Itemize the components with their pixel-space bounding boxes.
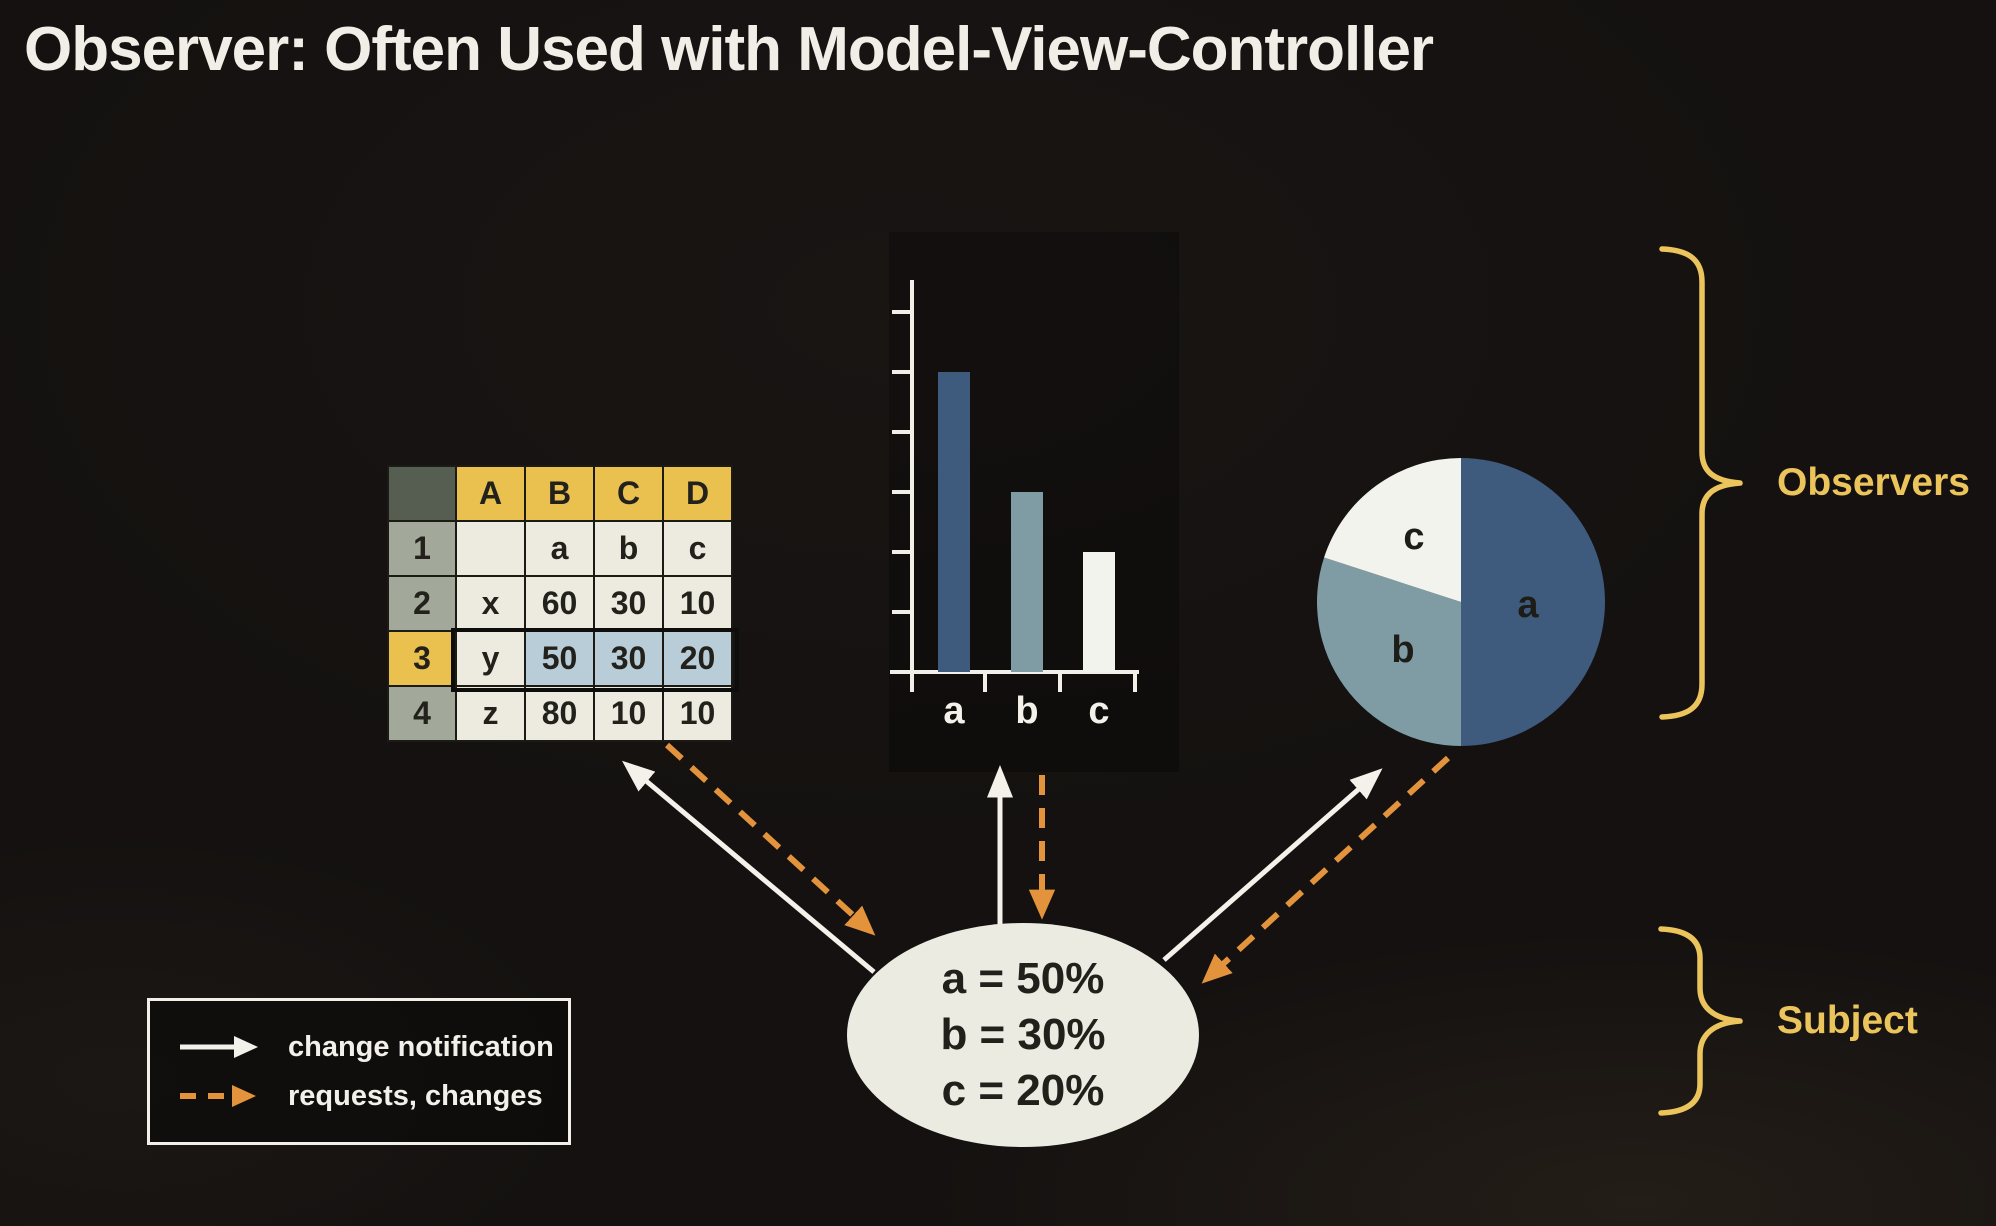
sheet-cell: 10 <box>593 685 664 742</box>
sheet-cell-highlighted: 30 <box>593 630 664 687</box>
legend-item: requests, changes <box>178 1080 568 1113</box>
pie-slice-c <box>1324 458 1461 602</box>
page-title: Observer: Often Used with Model-View-Con… <box>24 15 1434 84</box>
sheet-cell: b <box>593 520 664 577</box>
sheet-row: 2 x 60 30 10 <box>387 575 733 632</box>
sheet-cell-highlighted: 20 <box>662 630 733 687</box>
sheet-row: 4 z 80 10 10 <box>387 685 733 742</box>
bar-category-label: c <box>1088 690 1109 732</box>
request-change-arrows <box>664 742 1451 984</box>
dashed-arrow-icon <box>180 1085 256 1107</box>
subject-node: a = 50% b = 30% c = 20% <box>847 923 1199 1147</box>
sheet-cell <box>455 520 526 577</box>
arrow-subject-to-table <box>622 760 876 974</box>
sheet-cell: 60 <box>524 575 595 632</box>
subject-group-label: Subject <box>1777 999 1918 1042</box>
row-header-selected: 3 <box>387 630 457 687</box>
bar-category-label: a <box>943 690 965 732</box>
pie-slice-a <box>1461 458 1605 746</box>
row-header: 2 <box>387 575 457 632</box>
column-header-a: A <box>455 465 526 522</box>
row-header: 1 <box>387 520 457 577</box>
arrow-pie-to-subject <box>1201 755 1451 984</box>
sheet-cell: 80 <box>524 685 595 742</box>
legend-item: change notification <box>178 1031 568 1064</box>
arrow-subject-to-pie <box>1162 768 1383 962</box>
pie-chart: a b c <box>1316 458 1605 746</box>
sheet-cell: y <box>455 630 526 687</box>
sheet-cell: 30 <box>593 575 664 632</box>
legend-label: requests, changes <box>288 1079 543 1112</box>
bar-b <box>1011 492 1043 672</box>
observers-brace <box>1659 246 1743 720</box>
sheet-corner-cell <box>387 465 457 522</box>
sheet-cell: 10 <box>662 685 733 742</box>
pie-label-a: a <box>1517 584 1539 626</box>
bar-a <box>938 372 970 672</box>
sheet-cell-highlighted: 50 <box>524 630 595 687</box>
sheet-cell: z <box>455 685 526 742</box>
sheet-cell: a <box>524 520 595 577</box>
column-header-c: C <box>593 465 664 522</box>
subject-value: b = 30% <box>940 1009 1106 1059</box>
subject-brace <box>1658 926 1743 1116</box>
subject-value: a = 50% <box>941 953 1105 1003</box>
bar-category-label: b <box>1015 690 1038 732</box>
change-notification-arrows <box>622 760 1383 974</box>
observers-group-label: Observers <box>1777 461 1970 504</box>
legend-box: change notification requests, changes <box>147 998 571 1145</box>
sheet-row-selected: 3 y 50 30 20 <box>387 630 733 687</box>
column-header-d: D <box>662 465 733 522</box>
solid-arrow-icon <box>180 1036 258 1058</box>
pie-label-b: b <box>1391 629 1414 671</box>
pie-label-c: c <box>1403 516 1424 558</box>
arrow-table-to-subject <box>664 742 876 936</box>
sheet-cell: 10 <box>662 575 733 632</box>
bar-c <box>1083 552 1115 672</box>
sheet-cell: x <box>455 575 526 632</box>
subject-value: c = 20% <box>941 1066 1105 1116</box>
sheet-header-row: A B C D <box>387 465 733 522</box>
row-header: 4 <box>387 685 457 742</box>
sheet-cell: c <box>662 520 733 577</box>
bar-series <box>938 372 1115 672</box>
pie-slice-b <box>1316 557 1461 746</box>
column-header-b: B <box>524 465 595 522</box>
spreadsheet: A B C D 1 a b c 2 x 60 30 10 3 y 50 30 2… <box>387 465 733 742</box>
legend-label: change notification <box>288 1030 554 1063</box>
sheet-row: 1 a b c <box>387 520 733 577</box>
